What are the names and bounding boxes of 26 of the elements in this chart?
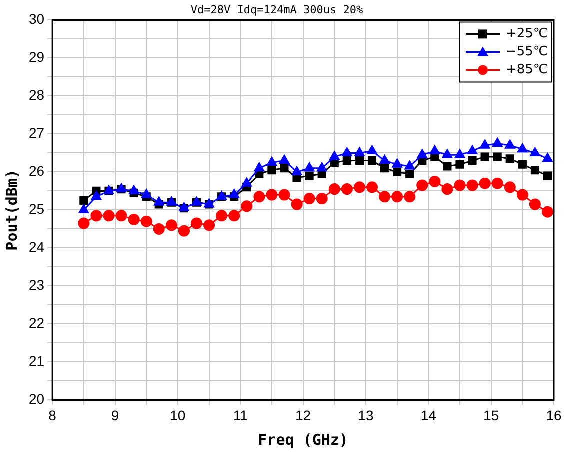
y-tick-label: 30 (28, 11, 45, 28)
y-axis-title: Pout(dBm) (2, 170, 21, 251)
legend-label: −55℃ (506, 44, 548, 60)
x-tick-label: 10 (170, 407, 186, 424)
y-tick-label: 20 (28, 391, 45, 408)
x-tick-label: 14 (420, 407, 437, 424)
x-tick-label: 11 (233, 407, 248, 424)
x-tick-label: 15 (484, 407, 500, 424)
y-tick-label: 25 (28, 201, 45, 218)
y-tick-label: 24 (28, 239, 45, 256)
x-tick-label: 12 (295, 407, 312, 424)
chart-title: Vd=28V Idq=124mA 300us 20% (190, 3, 364, 16)
legend-label: +25℃ (506, 26, 548, 42)
x-tick-label: 16 (546, 407, 562, 424)
y-tick-label: 22 (28, 315, 45, 332)
x-tick-label: 8 (48, 407, 57, 424)
y-tick-label: 26 (28, 163, 45, 180)
y-tick-label: 27 (28, 125, 45, 142)
x-axis-title: Freq (GHz) (258, 430, 348, 449)
y-tick-label: 29 (28, 49, 45, 66)
legend-label: +85℃ (506, 62, 548, 78)
x-tick-label: 13 (358, 407, 374, 424)
y-tick-label: 23 (28, 277, 45, 294)
x-tick-label: 9 (111, 407, 120, 424)
y-tick-label: 21 (28, 353, 45, 370)
y-tick-label: 28 (28, 87, 45, 104)
